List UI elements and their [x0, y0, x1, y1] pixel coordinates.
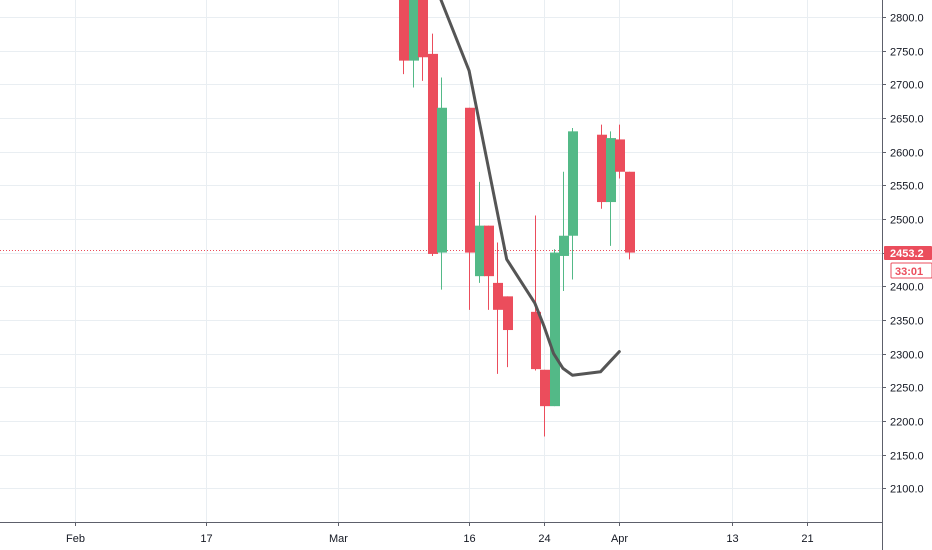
- x-tick-label: Mar: [329, 533, 348, 545]
- candle[interactable]: [625, 171, 635, 260]
- candle[interactable]: [399, 0, 409, 75]
- x-tick-label: 16: [463, 533, 475, 545]
- y-tick-label: 2800.0: [890, 13, 924, 25]
- candle[interactable]: [568, 127, 578, 280]
- candle[interactable]: [597, 124, 607, 209]
- candle-body: [597, 134, 607, 203]
- candle[interactable]: [475, 181, 485, 283]
- candle[interactable]: [465, 107, 475, 310]
- candles-layer[interactable]: [399, 0, 635, 437]
- candle-body: [625, 171, 635, 253]
- time-axis-ticks[interactable]: Feb 17 Mar 16 24 Apr 13 21: [66, 522, 814, 545]
- candle[interactable]: [493, 242, 503, 374]
- candle[interactable]: [409, 0, 419, 88]
- candle-body: [606, 138, 616, 203]
- x-tick-label: 24: [538, 533, 550, 545]
- candle[interactable]: [615, 124, 625, 179]
- candle-body: [399, 0, 409, 61]
- candle-body: [531, 311, 541, 370]
- x-tick-label: 17: [200, 533, 212, 545]
- candle-body: [559, 235, 569, 256]
- x-tick-label: Apr: [611, 533, 628, 545]
- candle-body: [503, 296, 513, 331]
- candle[interactable]: [531, 215, 541, 371]
- last-price-tag: 2453.2: [890, 248, 924, 260]
- candle[interactable]: [550, 249, 560, 407]
- candle-body: [475, 225, 485, 277]
- candle[interactable]: [540, 369, 550, 437]
- candle[interactable]: [418, 0, 428, 81]
- y-tick-label: 2250.0: [890, 383, 924, 395]
- price-tags: 2453.2 33:01: [884, 246, 932, 279]
- candle-body: [493, 282, 503, 310]
- moving-average-line: [439, 0, 621, 377]
- candle-body: [418, 0, 428, 58]
- y-tick-label: 2700.0: [890, 80, 924, 92]
- y-tick-label: 2650.0: [890, 114, 924, 126]
- y-tick-label: 2350.0: [890, 316, 924, 328]
- y-tick-label: 2750.0: [890, 47, 924, 59]
- candle-body: [409, 0, 419, 61]
- y-tick-label: 2150.0: [890, 451, 924, 463]
- candle-body: [550, 252, 560, 407]
- countdown-tag: 33:01: [895, 266, 923, 278]
- candle[interactable]: [559, 171, 569, 291]
- candle[interactable]: [606, 131, 616, 246]
- y-tick-label: 2300.0: [890, 350, 924, 362]
- moving-average-layer: [439, 0, 621, 377]
- candle-body: [437, 107, 447, 253]
- candle-body: [428, 53, 438, 254]
- candle-body: [484, 225, 494, 277]
- x-tick-label: Feb: [66, 533, 85, 545]
- countdown-tag-bg: [890, 262, 932, 279]
- x-tick-label: 13: [726, 533, 738, 545]
- last-price-tag-bg: [884, 246, 932, 260]
- y-tick-label: 2100.0: [890, 484, 924, 496]
- y-tick-label: 2550.0: [890, 181, 924, 193]
- candle-body: [465, 107, 475, 253]
- candle-body: [615, 139, 625, 172]
- candle[interactable]: [503, 296, 513, 368]
- candle[interactable]: [428, 33, 438, 256]
- y-tick-label: 2400.0: [890, 282, 924, 294]
- candle[interactable]: [484, 225, 494, 310]
- axes-layer: [0, 0, 883, 550]
- candle[interactable]: [437, 77, 447, 290]
- candle-body: [568, 131, 578, 236]
- y-tick-label: 2500.0: [890, 215, 924, 227]
- x-tick-label: 21: [801, 533, 813, 545]
- candle-body: [540, 369, 550, 407]
- y-tick-label: 2600.0: [890, 148, 924, 160]
- y-tick-label: 2200.0: [890, 417, 924, 429]
